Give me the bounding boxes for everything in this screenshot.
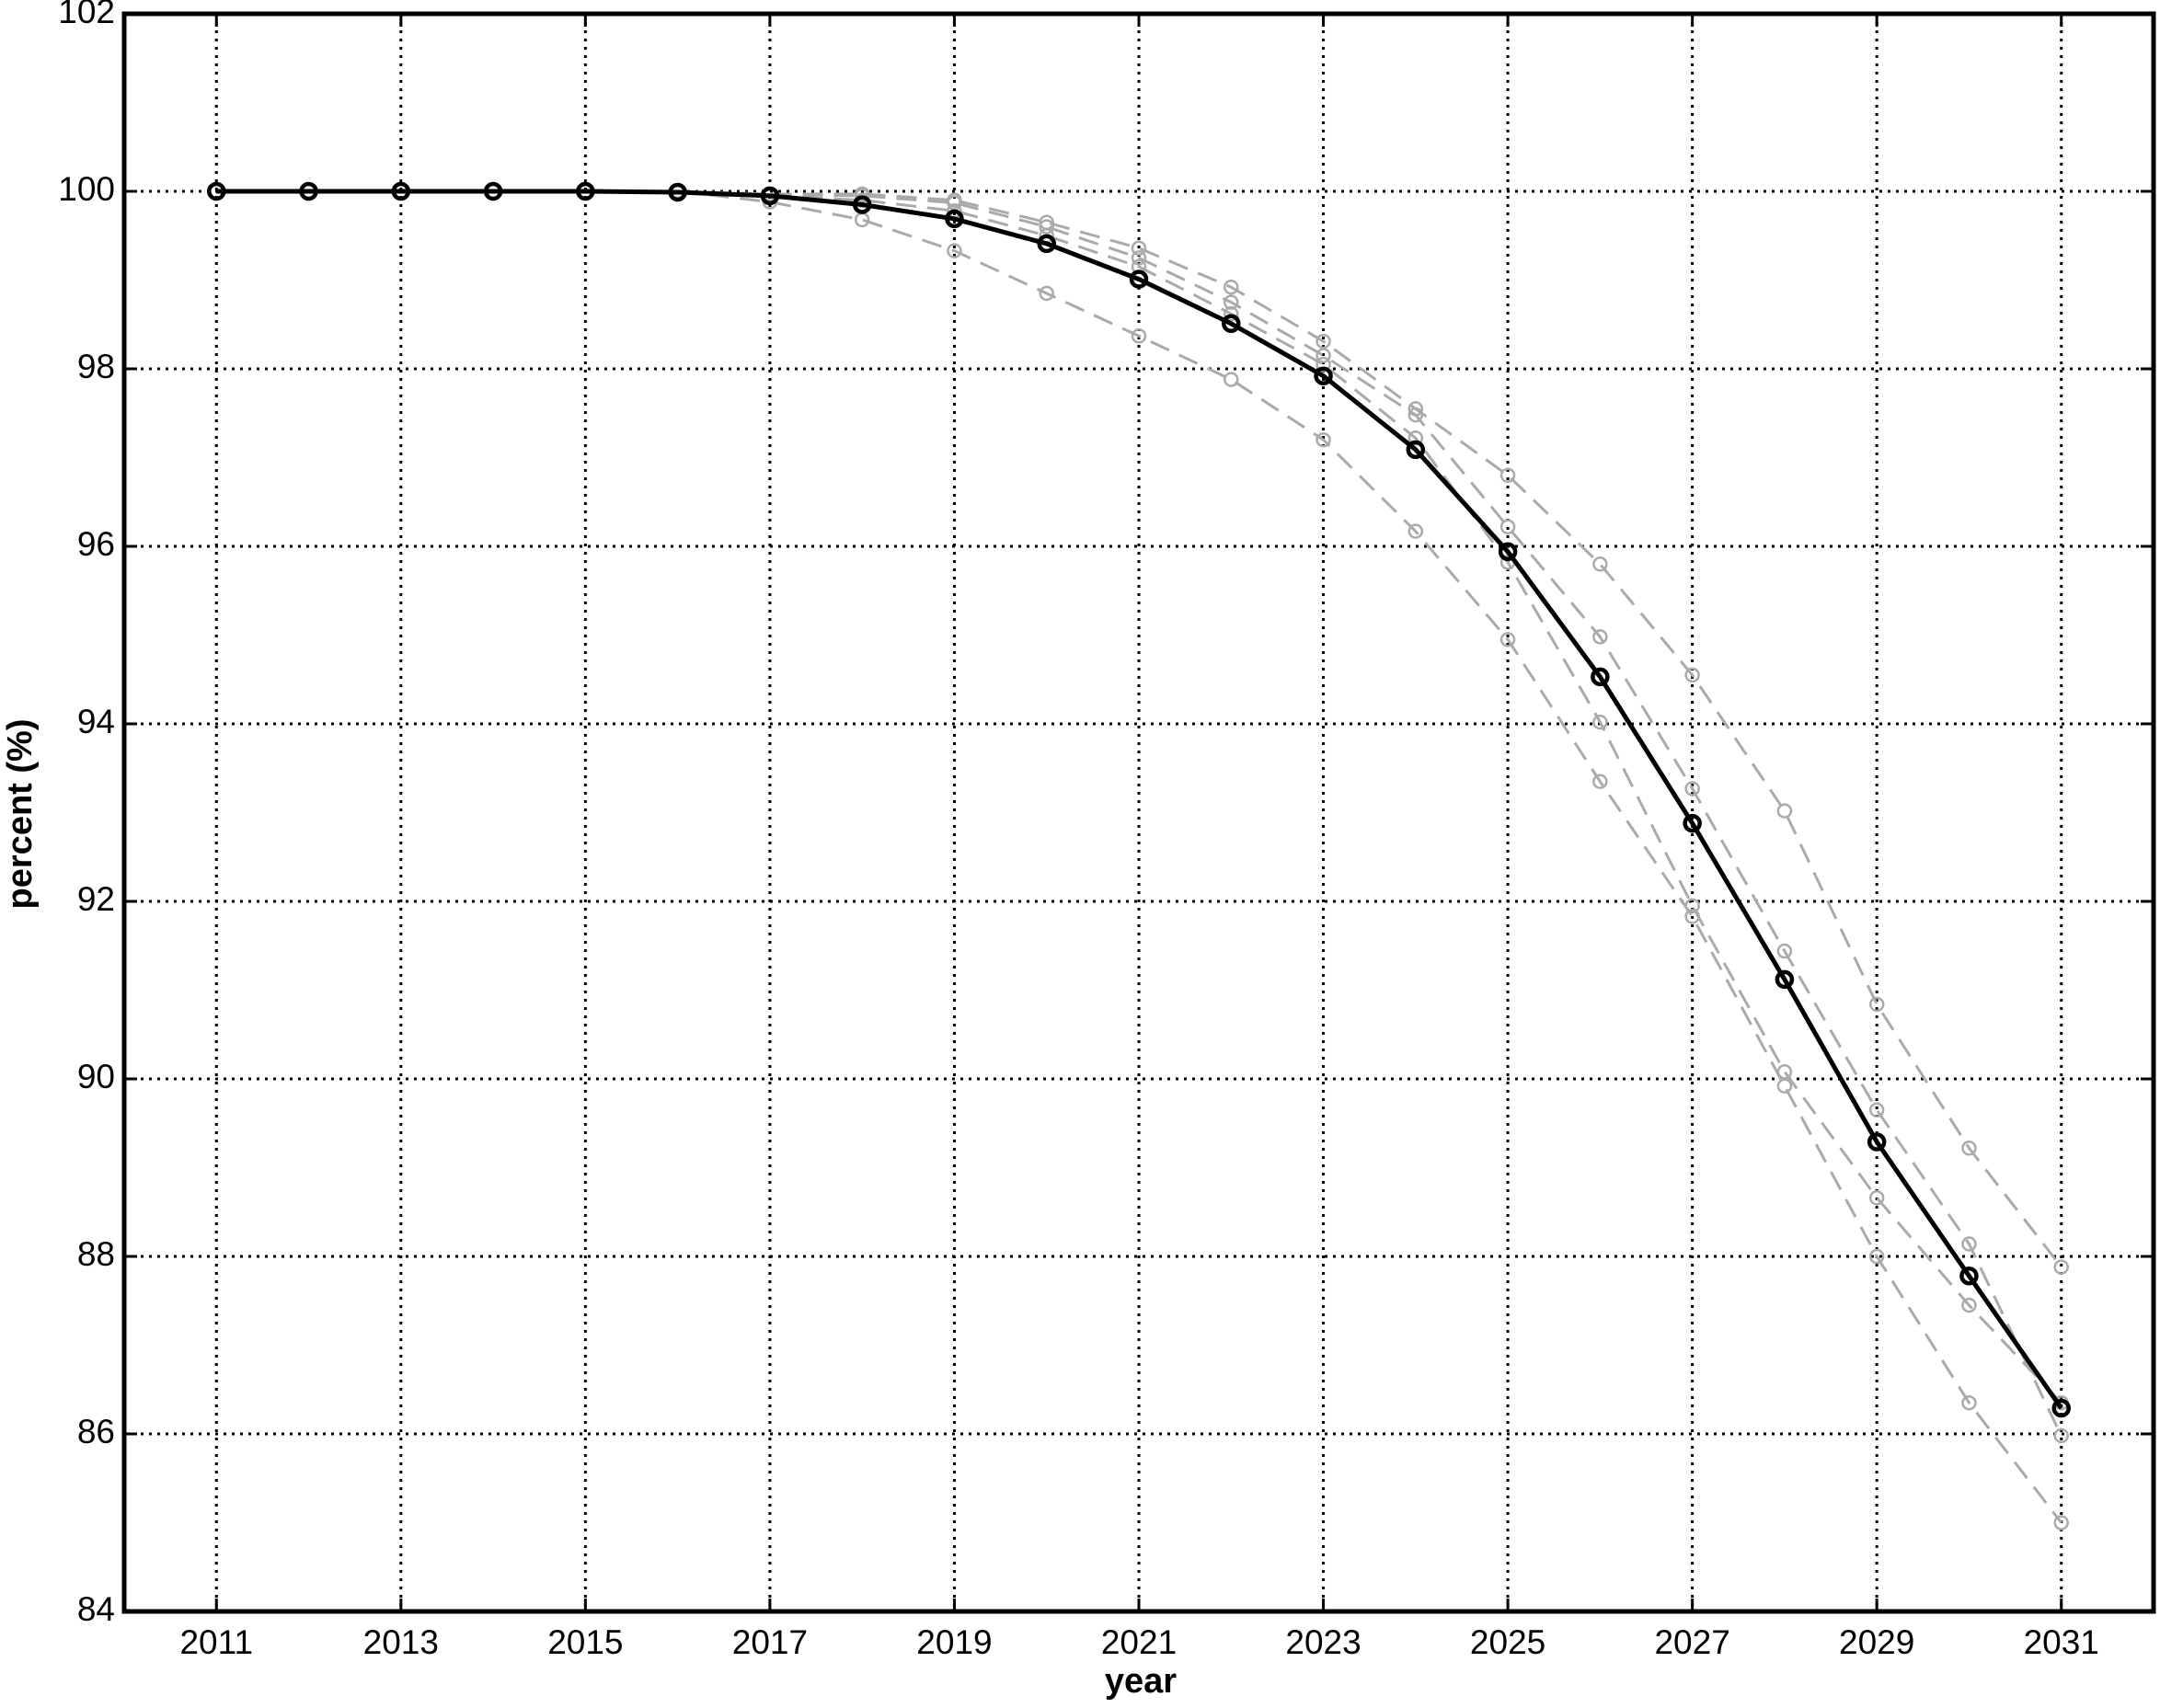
point-marker (1867, 1132, 1887, 1152)
point-marker (1407, 523, 1424, 539)
point-marker (1222, 314, 1241, 334)
series-line (216, 189, 2063, 1410)
point-marker (2053, 1515, 2069, 1530)
point-marker (1224, 294, 1239, 310)
point-marker (1039, 285, 1054, 302)
point-marker (1868, 1102, 1885, 1118)
y-tick-label: 90 (77, 1058, 115, 1095)
x-tick-label: 2011 (179, 1623, 253, 1661)
point-marker (1591, 667, 1610, 687)
point-marker (1684, 909, 1700, 924)
x-tick-label: 2023 (1285, 1623, 1361, 1661)
point-marker (668, 182, 687, 202)
point-marker (1131, 250, 1147, 266)
x-tick-label: 2029 (1839, 1623, 1914, 1661)
y-tick-label: 84 (77, 1590, 115, 1628)
point-marker (945, 209, 964, 229)
point-marker (1224, 372, 1239, 387)
point-marker (1499, 467, 1516, 484)
point-marker (1868, 1190, 1885, 1206)
y-tick-label: 88 (77, 1235, 115, 1273)
x-tick-label: 2027 (1654, 1623, 1729, 1661)
point-marker (1499, 519, 1516, 535)
x-tick-label: 2019 (916, 1623, 992, 1661)
point-marker (1592, 556, 1608, 572)
series-line (677, 189, 2063, 1437)
y-tick-label: 98 (77, 348, 115, 385)
point-marker (1961, 1394, 1977, 1411)
y-axis-label: percent (%) (1, 719, 40, 910)
point-marker (1683, 813, 1702, 833)
point-marker (1037, 234, 1056, 254)
point-marker (760, 186, 780, 206)
point-marker (1776, 943, 1793, 959)
point-marker (1592, 774, 1608, 789)
y-tick-label: 100 (58, 170, 115, 208)
point-marker (1316, 356, 1331, 373)
x-tick-label: 2025 (1470, 1623, 1545, 1661)
point-marker (1039, 219, 1054, 235)
point-marker (576, 181, 595, 201)
point-marker (854, 188, 870, 204)
point-marker (2051, 1398, 2071, 1418)
point-marker (299, 181, 318, 201)
point-marker (1868, 1248, 1885, 1265)
point-marker (1499, 632, 1516, 648)
x-tick-label: 2015 (547, 1623, 623, 1661)
x-axis-label: year (1105, 1662, 1177, 1701)
point-marker (2053, 1259, 2069, 1275)
point-marker (1776, 803, 1793, 819)
x-tick-label: 2021 (1101, 1623, 1177, 1661)
point-marker (1129, 269, 1149, 289)
point-marker (1224, 305, 1239, 322)
point-marker (1684, 781, 1700, 797)
series-line (677, 189, 2062, 1404)
point-marker (1407, 430, 1424, 446)
point-marker (852, 195, 872, 214)
y-tick-label: 96 (77, 525, 115, 563)
point-marker (947, 195, 962, 211)
point-marker (1316, 333, 1331, 350)
point-marker (1959, 1266, 1979, 1286)
point-marker (1961, 1297, 1977, 1313)
point-marker (1868, 996, 1885, 1013)
point-marker (1961, 1141, 1977, 1156)
point-marker (1224, 279, 1239, 295)
point-marker (2053, 1427, 2069, 1444)
point-marker (391, 181, 411, 201)
point-marker (1776, 1078, 1793, 1094)
plot-frame (121, 11, 2156, 1614)
point-marker (1314, 366, 1333, 385)
y-tick-label: 86 (77, 1413, 115, 1450)
series-line (677, 189, 2062, 1268)
point-marker (1592, 714, 1608, 730)
point-marker (207, 181, 226, 201)
point-marker (854, 212, 870, 228)
point-marker (1592, 629, 1608, 645)
point-marker (1131, 240, 1147, 257)
point-marker (1407, 407, 1424, 423)
point-marker (1316, 348, 1331, 363)
point-marker (947, 243, 962, 258)
y-tick-label: 92 (77, 880, 115, 918)
point-marker (1131, 328, 1147, 344)
point-marker (1498, 542, 1518, 562)
x-tick-label: 2031 (2024, 1623, 2099, 1661)
point-marker (1961, 1236, 1977, 1252)
x-tick-label: 2017 (732, 1623, 808, 1661)
y-tick-label: 102 (58, 0, 115, 30)
point-marker (1316, 431, 1331, 448)
point-marker (1775, 969, 1795, 990)
y-tick-label: 94 (77, 703, 115, 740)
x-tick-label: 2013 (363, 1623, 439, 1661)
point-marker (483, 181, 503, 201)
point-marker (1406, 440, 1426, 460)
point-marker (1684, 667, 1700, 683)
series-line (677, 189, 2062, 1524)
